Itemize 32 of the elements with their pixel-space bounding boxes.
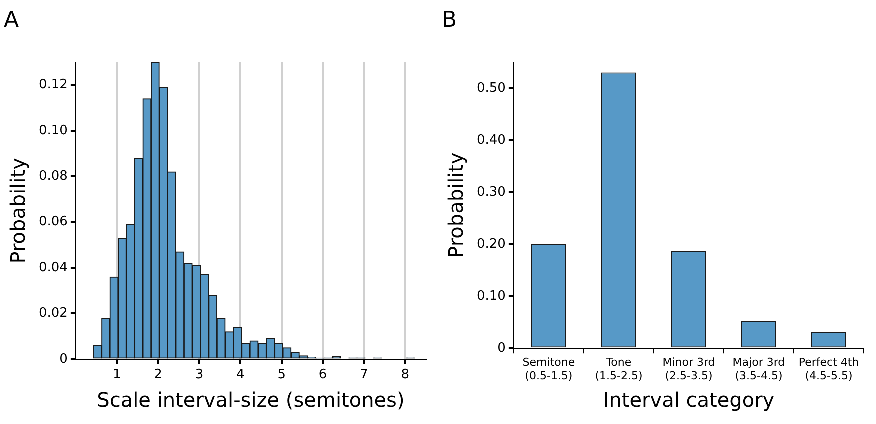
x-tick-label: 5 (278, 368, 286, 383)
x-tick-label: 1 (112, 368, 122, 383)
x-tick-label: Perfect 4th (4.5-5.5) (798, 356, 860, 382)
y-tick-label: 0.10 (476, 288, 506, 304)
x-tick-label: Tone (1.5-2.5) (595, 356, 643, 382)
y-tick-label: 0.08 (38, 169, 68, 184)
chart-title: B (442, 8, 458, 33)
y-tick-label: 0.02 (38, 306, 68, 322)
y-tick-label: 0.04 (38, 260, 68, 276)
x-tick-label: 2 (154, 368, 162, 383)
y-tick-label: 0.30 (476, 184, 506, 200)
x-tick-label: Semitone (0.5-1.5) (522, 356, 576, 382)
y-tick-label: 0.10 (38, 123, 68, 138)
chart-title: A (4, 8, 20, 33)
y-tick-label: 0 (498, 340, 506, 356)
x-axis-title: Interval category (603, 388, 775, 412)
x-tick-label: 7 (360, 368, 368, 383)
x-tick-label: 3 (195, 368, 204, 383)
x-tick-label: Major 3rd (3.5-4.5) (732, 356, 786, 382)
y-tick-label: 0.06 (38, 214, 68, 230)
y-tick-label: 0 (60, 352, 68, 367)
x-tick-label: Minor 3rd (2.5-3.5) (662, 356, 716, 382)
y-tick-label: 0.40 (476, 132, 506, 148)
x-tick-label: 4 (236, 368, 245, 383)
x-tick-label: 8 (401, 368, 410, 383)
y-tick-label: 0.20 (476, 236, 506, 252)
y-axis-title: Probability (6, 158, 30, 264)
y-tick-label: 0.50 (476, 80, 506, 96)
y-tick-label: 0.12 (38, 78, 68, 93)
x-axis-title: Scale interval-size (semitones) (97, 388, 405, 412)
y-axis-title: Probability (444, 152, 468, 258)
x-tick-label: 6 (318, 368, 328, 383)
